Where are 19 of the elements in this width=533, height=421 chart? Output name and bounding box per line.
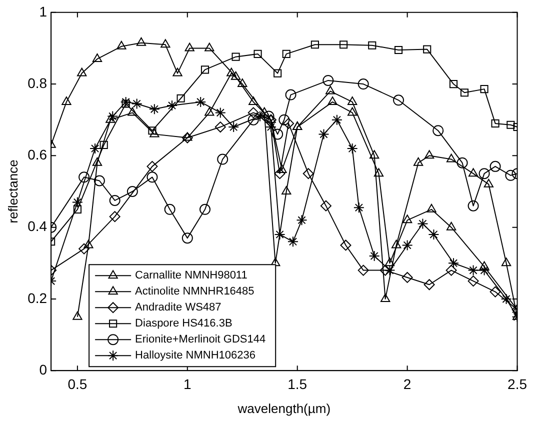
y-tick-label: 0.8 [28, 74, 48, 91]
legend-label: Actinolite NMNHR16485 [135, 286, 254, 298]
y-axis-title: reflectance [5, 160, 20, 224]
y-tick-label: 0.4 [28, 218, 48, 234]
x-axis-title: wavelength(µm) [236, 400, 331, 416]
legend-label: Andradite WS487 [135, 302, 222, 314]
y-tick-label: 0.2 [28, 290, 48, 306]
legend-label: Carnallite NMNH98011 [135, 270, 248, 282]
y-tick-label: 0.6 [28, 146, 48, 163]
x-tick-label: 1.5 [288, 376, 308, 392]
legend-label: Halloysite NMNH106236 [135, 350, 256, 362]
x-tick-label: 1 [184, 376, 192, 392]
x-tick-label: 2.5 [508, 376, 528, 392]
legend-label: Diaspore HS416.3B [135, 318, 232, 330]
legend-label: Erionite+Merlinoit GDS144 [135, 334, 266, 346]
x-tick-label: 0.5 [68, 376, 88, 392]
y-tick-label: 1 [39, 3, 48, 20]
x-tick-label: 2 [403, 376, 412, 392]
y-tick-label: 0 [39, 361, 48, 378]
